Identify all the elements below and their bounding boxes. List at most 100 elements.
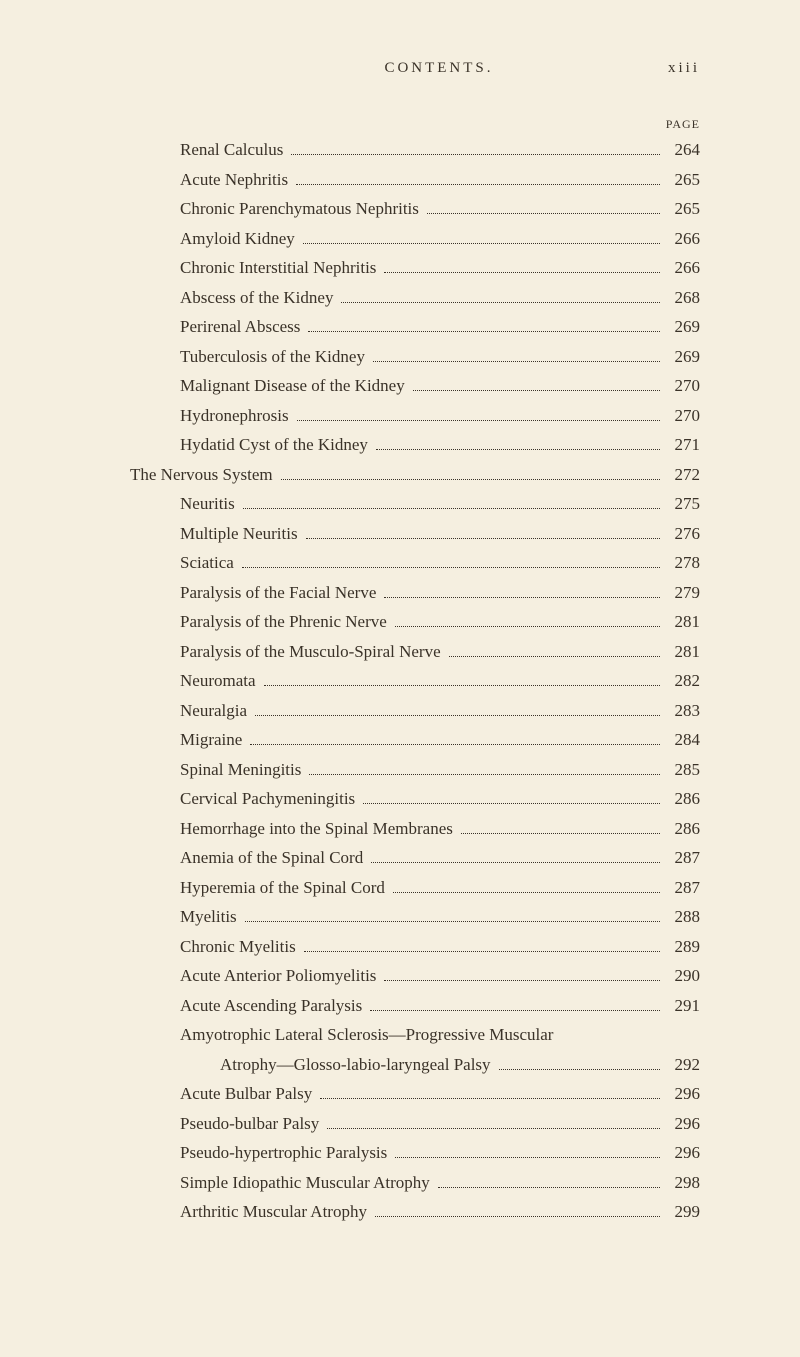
toc-entry-page: 287 [668,875,700,901]
toc-line: Atrophy—Glosso-labio-laryngeal Palsy 292 [130,1052,700,1078]
toc-line: Renal Calculus264 [130,137,700,163]
toc-entry-text: Tuberculosis of the Kidney [180,344,365,370]
toc-leader-dots [395,1157,660,1158]
toc-entry-text: Paralysis of the Facial Nerve [180,580,376,606]
toc-entry-text: Perirenal Abscess [180,314,300,340]
toc-leader-dots [255,715,660,716]
toc-entry-text: Hydatid Cyst of the Kidney [180,432,368,458]
toc-line: Neuromata282 [130,668,700,694]
toc-leader-dots [384,597,660,598]
toc-line: Hemorrhage into the Spinal Membranes 286 [130,816,700,842]
toc-leader-dots [370,1010,660,1011]
toc-entry-text: Acute Nephritis [180,167,288,193]
toc-line: Sciatica278 [130,550,700,576]
toc-entry-text: Neuralgia [180,698,247,724]
toc-line: Abscess of the Kidney268 [130,285,700,311]
toc-leader-dots [320,1098,660,1099]
toc-leader-dots [309,774,660,775]
toc-entry-text: Anemia of the Spinal Cord [180,845,363,871]
toc-line: Chronic Interstitial Nephritis 266 [130,255,700,281]
toc-leader-dots [291,154,660,155]
toc-line: Chronic Myelitis289 [130,934,700,960]
toc-line: Arthritic Muscular Atrophy299 [130,1199,700,1225]
toc-leader-dots [303,243,660,244]
toc-entry-page: 285 [668,757,700,783]
toc-line: Simple Idiopathic Muscular Atrophy298 [130,1170,700,1196]
toc-entry-text: Amyloid Kidney [180,226,295,252]
toc-entry-text: Chronic Interstitial Nephritis [180,255,376,281]
toc-container: Renal Calculus264Acute Nephritis265Chron… [130,137,700,1225]
toc-leader-dots [242,567,660,568]
toc-entry-text: Chronic Parenchymatous Nephritis [180,196,419,222]
toc-entry-text: Migraine [180,727,242,753]
header-row: CONTENTS. xiii [130,60,700,77]
toc-line: Cervical Pachymeningitis286 [130,786,700,812]
toc-leader-dots [413,390,660,391]
toc-leader-dots [264,685,660,686]
toc-entry-text: Paralysis of the Phrenic Nerve [180,609,387,635]
toc-leader-dots [296,184,660,185]
toc-line: Malignant Disease of the Kidney270 [130,373,700,399]
toc-entry-page: 272 [668,462,700,488]
toc-entry-page: 266 [668,255,700,281]
toc-line: Paralysis of the Phrenic Nerve281 [130,609,700,635]
toc-entry-page: 299 [668,1199,700,1225]
toc-line: The Nervous System272 [130,462,700,488]
toc-leader-dots [449,656,660,657]
toc-entry-text: Paralysis of the Musculo-Spiral Nerve [180,639,441,665]
toc-line: Acute Bulbar Palsy296 [130,1081,700,1107]
toc-entry-page: 265 [668,167,700,193]
toc-line: Chronic Parenchymatous Nephritis 265 [130,196,700,222]
toc-leader-dots [281,479,660,480]
toc-leader-dots [250,744,660,745]
toc-entry-page: 275 [668,491,700,517]
toc-entry-page: 292 [668,1052,700,1078]
toc-entry-page: 265 [668,196,700,222]
toc-leader-dots [384,272,660,273]
toc-line: Paralysis of the Musculo-Spiral Nerve 281 [130,639,700,665]
toc-leader-dots [461,833,660,834]
toc-entry-page: 278 [668,550,700,576]
toc-line: Pseudo-hypertrophic Paralysis296 [130,1140,700,1166]
toc-entry-page: 286 [668,816,700,842]
toc-entry-page: 281 [668,639,700,665]
toc-entry-text: Multiple Neuritis [180,521,298,547]
toc-entry-page: 284 [668,727,700,753]
toc-leader-dots [363,803,660,804]
toc-leader-dots [373,361,660,362]
toc-entry-text: Pseudo-bulbar Palsy [180,1111,319,1137]
toc-leader-dots [245,921,660,922]
toc-entry-page: 270 [668,403,700,429]
toc-entry-text: Hyperemia of the Spinal Cord [180,875,385,901]
toc-line: Acute Ascending Paralysis291 [130,993,700,1019]
header-title: CONTENTS. [130,60,668,77]
toc-leader-dots [371,862,660,863]
toc-entry-page: 286 [668,786,700,812]
toc-entry-page: 264 [668,137,700,163]
page-column-label: PAGE [130,117,700,132]
toc-leader-dots [427,213,660,214]
toc-entry-page: 291 [668,993,700,1019]
toc-line: Acute Anterior Poliomyelitis290 [130,963,700,989]
toc-entry-page: 276 [668,521,700,547]
toc-entry-text: Atrophy—Glosso-labio-laryngeal Palsy [220,1052,491,1078]
toc-line: Multiple Neuritis 276 [130,521,700,547]
toc-entry-page: 266 [668,226,700,252]
toc-entry-page: 288 [668,904,700,930]
page-roman-number: xiii [668,60,700,77]
toc-entry-text: Malignant Disease of the Kidney [180,373,405,399]
toc-entry-page: 279 [668,580,700,606]
toc-leader-dots [308,331,660,332]
toc-entry-text: Myelitis [180,904,237,930]
toc-entry-text: Spinal Meningitis [180,757,301,783]
toc-leader-dots [341,302,660,303]
toc-entry-text: Amyotrophic Lateral Sclerosis—Progressiv… [180,1022,553,1048]
toc-entry-page: 287 [668,845,700,871]
toc-entry-text: Hydronephrosis [180,403,289,429]
toc-leader-dots [499,1069,660,1070]
toc-entry-text: Hemorrhage into the Spinal Membranes [180,816,453,842]
toc-line: Perirenal Abscess 269 [130,314,700,340]
toc-entry-page: 269 [668,314,700,340]
toc-entry-text: Pseudo-hypertrophic Paralysis [180,1140,387,1166]
toc-leader-dots [375,1216,660,1217]
